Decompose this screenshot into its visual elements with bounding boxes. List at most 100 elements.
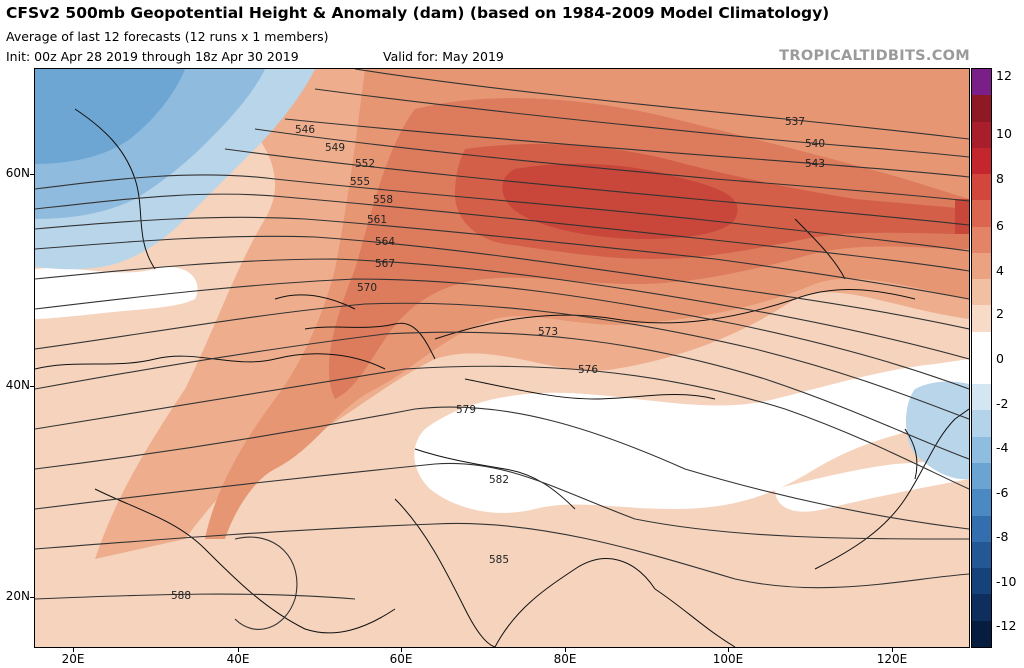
colorbar-label-2: 2 [996, 306, 1004, 321]
contour-537 [354, 69, 969, 140]
contour-573 [35, 331, 969, 460]
coastline-caspian [304, 322, 436, 360]
contour-564 [35, 258, 969, 360]
border-russia-south [434, 289, 916, 340]
contour-label-588: 588 [171, 590, 191, 602]
contour-543 [284, 118, 969, 178]
colorbar-segment [972, 174, 991, 201]
colorbar-segment [972, 95, 991, 122]
contour-labels: 537 540 543 546 549 552 555 558 561 564 … [171, 116, 825, 602]
anomaly-colorbar [971, 68, 992, 648]
colorbar-label-neg4: -4 [996, 440, 1009, 455]
colorbar-segment [972, 305, 991, 332]
site-watermark: TROPICALTIDBITS.COM [779, 48, 970, 64]
colorbar-segment [972, 121, 991, 148]
contour-588-closed [234, 536, 298, 630]
coastline-lake-baikal [794, 218, 846, 280]
contour-label-546: 546 [295, 124, 315, 136]
neutral-anomaly-west [35, 267, 198, 319]
contour-549 [224, 148, 969, 226]
colorbar-segment [972, 226, 991, 253]
lon-label-60e: 60E [389, 652, 413, 666]
init-time-label: Init: 00z Apr 28 2019 through 18z Apr 30… [6, 49, 299, 64]
contour-label-537: 537 [785, 116, 805, 128]
figure-title: CFSv2 500mb Geopotential Height & Anomal… [6, 4, 830, 22]
colorbar-segment [972, 568, 991, 595]
contour-label-582: 582 [489, 474, 509, 486]
colorbar-label-4: 4 [996, 263, 1004, 278]
lat-label-60n: 60N [5, 166, 30, 180]
colorbar-label-10: 10 [996, 126, 1012, 141]
contour-label-549: 549 [325, 142, 345, 154]
colorbar-segment [972, 436, 991, 463]
colorbar-label-8: 8 [996, 171, 1004, 186]
contour-546 [254, 128, 969, 202]
colorbar-label-neg6: -6 [996, 485, 1009, 500]
coastline-india-east [494, 558, 656, 647]
colorbar-segment [972, 279, 991, 306]
lon-tick-60e [401, 648, 402, 652]
lon-tick-40e [238, 648, 239, 652]
colorbar-segment [972, 489, 991, 516]
coastline-southeast-asia [654, 588, 736, 647]
contour-570 [35, 302, 969, 420]
lat-tick-40n [30, 386, 34, 387]
coastline-korea [904, 428, 918, 480]
valid-time-label: Valid for: May 2019 [383, 49, 504, 64]
lon-label-40e: 40E [226, 652, 250, 666]
colorbar-segment [972, 69, 991, 96]
colorbar-segment [972, 200, 991, 227]
colorbar-segment [972, 515, 991, 542]
coastline-mediterranean [35, 353, 386, 370]
contour-label-567: 567 [375, 258, 395, 270]
map-panel: 537 540 543 546 549 552 555 558 561 564 … [34, 68, 970, 648]
lat-label-40n: 40N [5, 378, 30, 392]
colorbar-segment [972, 410, 991, 437]
contour-label-570: 570 [357, 282, 377, 294]
lat-tick-60n [30, 174, 34, 175]
colorbar-segment [972, 594, 991, 621]
contour-558 [35, 216, 969, 300]
lon-tick-100e [728, 648, 729, 652]
contour-567 [35, 278, 969, 390]
lon-tick-120e [892, 648, 893, 652]
lon-tick-80e [565, 648, 566, 652]
contour-label-540: 540 [805, 138, 825, 150]
colorbar-segment [972, 331, 991, 358]
contour-579 [35, 406, 969, 530]
negative-anomaly-korea [906, 381, 969, 480]
coastlines [35, 108, 969, 647]
colorbar-label-neg2: -2 [996, 396, 1009, 411]
colorbar-label-neg8: -8 [996, 529, 1009, 544]
anomaly-band-6b [955, 199, 969, 234]
contour-label-564: 564 [375, 236, 395, 248]
coastline-china-east [814, 408, 969, 570]
anomaly-band-6 [502, 163, 738, 239]
colorbar-segment [972, 384, 991, 411]
lon-label-20e: 20E [61, 652, 85, 666]
contour-label-558: 558 [373, 194, 393, 206]
contour-label-576: 576 [578, 364, 598, 376]
contour-label-585: 585 [489, 554, 509, 566]
contour-label-579: 579 [456, 404, 476, 416]
coastline-arabia-red-sea [94, 488, 396, 634]
colorbar-label-neg12: -12 [996, 618, 1017, 633]
neutral-anomaly-region [414, 359, 969, 513]
lon-label-100e: 100E [712, 652, 744, 666]
colorbar-label-6: 6 [996, 218, 1004, 233]
colorbar-segment [972, 541, 991, 569]
contour-561 [35, 235, 969, 330]
coastline-scandinavia [74, 108, 156, 270]
contour-582 [35, 462, 969, 540]
coastline-india-west [394, 498, 496, 647]
colorbar-label-neg10: -10 [996, 574, 1017, 589]
lon-label-120e: 120E [876, 652, 908, 666]
contour-label-543: 543 [805, 158, 825, 170]
contour-label-552: 552 [355, 158, 375, 170]
border-central-asia [464, 378, 716, 400]
colorbar-label-12: 12 [996, 68, 1012, 83]
lon-label-80e: 80E [553, 652, 577, 666]
contour-552 [35, 174, 969, 252]
contour-label-555: 555 [350, 176, 370, 188]
